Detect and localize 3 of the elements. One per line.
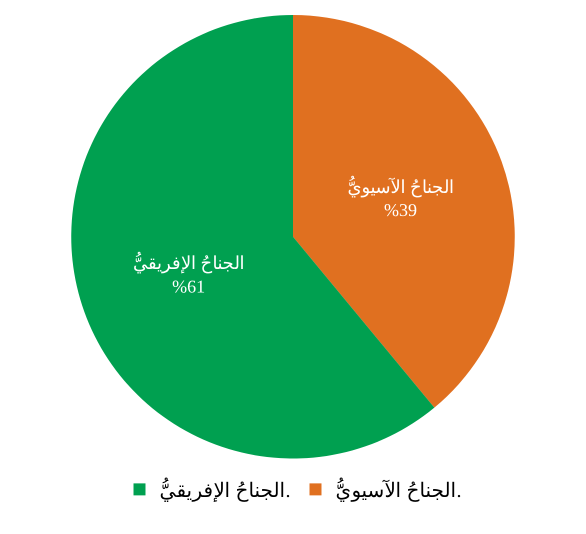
pie-slice	[293, 15, 515, 408]
legend-label: الجناحُ الآسيويُّ.	[336, 477, 462, 502]
legend-label: الجناحُ الإفريقيُّ.	[160, 477, 290, 504]
